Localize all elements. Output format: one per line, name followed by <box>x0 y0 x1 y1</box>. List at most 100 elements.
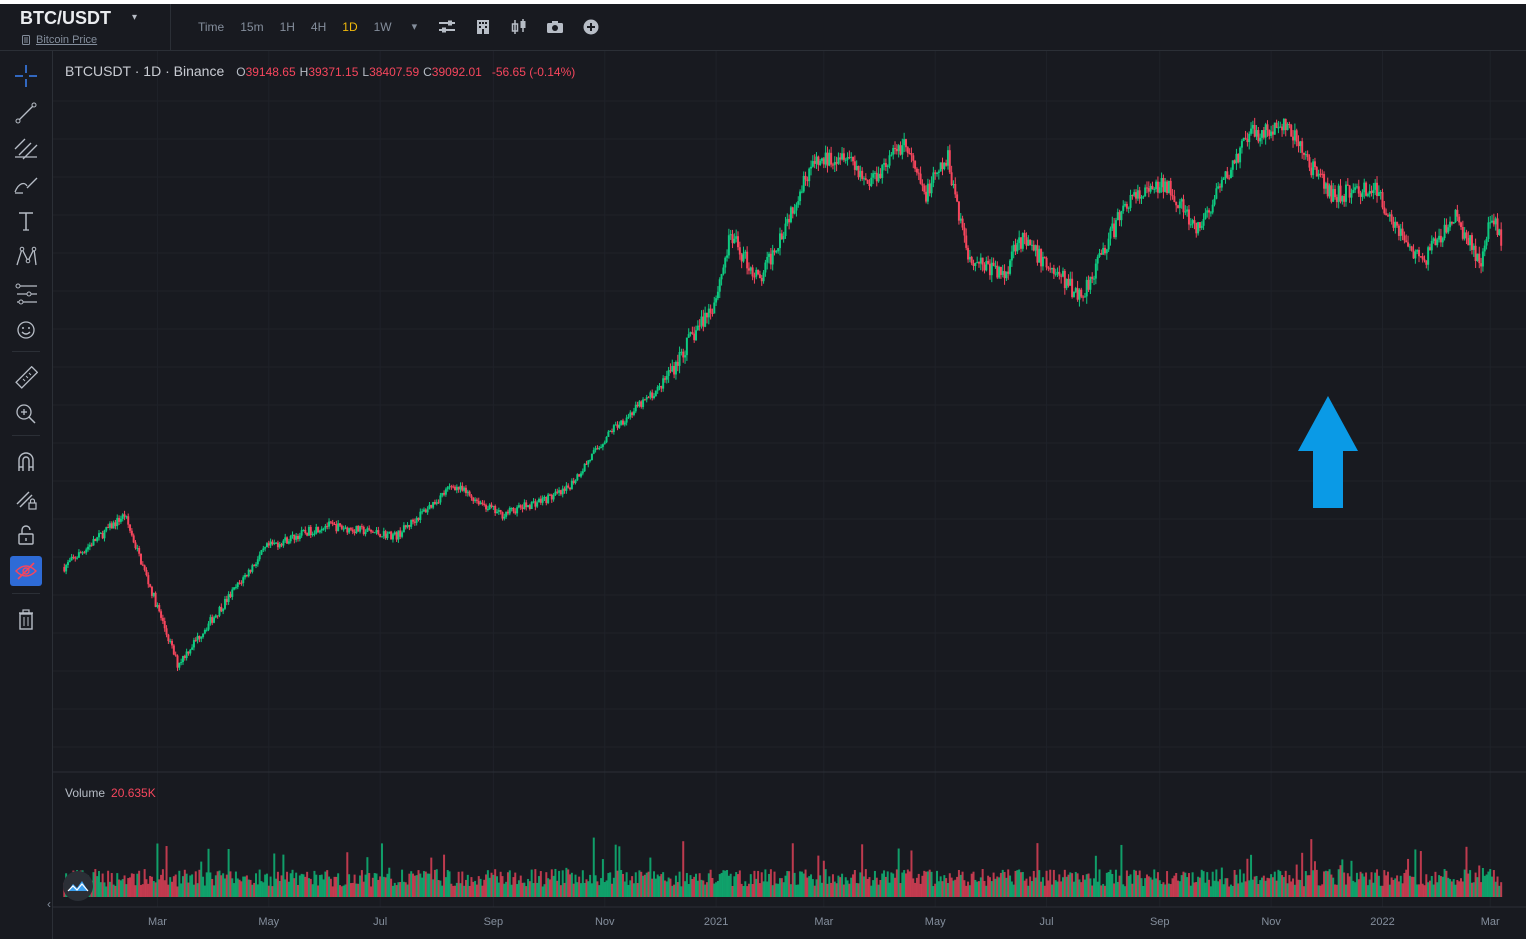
timeframe-4h[interactable]: 4H <box>310 20 327 34</box>
ruler-icon[interactable] <box>10 363 42 393</box>
candle-body <box>1018 237 1021 243</box>
volume-bar <box>548 879 551 897</box>
fib-icon[interactable] <box>10 134 42 164</box>
volume-bar <box>1436 882 1439 897</box>
volume-bar <box>1491 876 1494 897</box>
candle-body <box>68 560 71 563</box>
timeframe-time[interactable]: Time <box>198 20 225 34</box>
candle-body <box>996 265 999 278</box>
volume-legend: Volume 20.635K <box>65 786 156 800</box>
volume-bar <box>1217 881 1220 897</box>
volume-bar <box>866 878 869 897</box>
candle-body <box>214 615 217 618</box>
volume-bar <box>676 882 679 897</box>
volume-bar <box>1228 886 1231 897</box>
price-chart-canvas[interactable]: Mar May Jul Sep Nov 2021 Mar May Jul Sep Nov 2022 Ma… <box>53 51 1526 939</box>
candle-body <box>428 504 431 510</box>
volume-bar <box>596 881 599 897</box>
text-icon[interactable] <box>10 206 42 236</box>
timeframe-1w[interactable]: 1W <box>373 20 392 34</box>
symbol-name[interactable]: BTC/USDT <box>20 8 111 28</box>
chevron-down-icon[interactable]: ▾ <box>132 12 138 23</box>
volume-bar <box>731 885 734 897</box>
candle-body <box>870 177 873 186</box>
volume-bar <box>1127 876 1130 897</box>
candle-body <box>81 552 84 554</box>
volume-bar <box>200 861 203 897</box>
volume-bar <box>846 880 849 897</box>
volume-bar <box>138 870 141 897</box>
volume-bar <box>534 869 537 897</box>
brush-icon[interactable] <box>10 170 42 200</box>
candle-body <box>1239 147 1242 163</box>
volume-bar <box>594 875 597 897</box>
candle-body <box>820 158 823 161</box>
crosshair-icon[interactable] <box>10 61 42 91</box>
volume-bar <box>1162 882 1165 897</box>
emoji-icon[interactable] <box>10 315 42 345</box>
volume-bar <box>983 880 986 897</box>
volume-bar <box>1251 879 1254 897</box>
add-icon[interactable] <box>573 4 609 50</box>
trash-icon[interactable] <box>10 605 42 635</box>
candle-body <box>88 544 91 547</box>
candle-body <box>1266 124 1269 130</box>
volume-bar <box>746 886 749 897</box>
candle-body <box>1208 210 1211 213</box>
magnet-icon[interactable] <box>10 447 42 477</box>
candle-body <box>627 416 630 418</box>
scroll-left-chevron-icon[interactable]: ‹ <box>47 897 51 911</box>
candle-body <box>1156 181 1159 193</box>
candle-body <box>616 424 619 428</box>
volume-bar <box>965 885 968 897</box>
candle-body <box>735 236 738 239</box>
symbol-selector[interactable]: BTC/USDT ▾ Bitcoin Price <box>0 4 171 50</box>
candle-body <box>864 178 867 180</box>
candle-body <box>253 565 256 567</box>
candle-body <box>1352 189 1355 193</box>
forecast-icon[interactable] <box>10 279 42 309</box>
volume-bar <box>1326 871 1329 897</box>
volume-bar <box>680 886 683 897</box>
bitcoin-price-link[interactable]: Bitcoin Price <box>36 34 98 46</box>
candle-body <box>665 375 668 380</box>
timeframe-1h[interactable]: 1H <box>279 20 295 34</box>
pencil-lock-icon[interactable] <box>10 484 42 514</box>
exchange-logo-icon[interactable] <box>63 871 93 901</box>
chart-area[interactable]: Mar May Jul Sep Nov 2021 Mar May Jul Sep Nov 2022 Ma… <box>47 51 1526 939</box>
buildings-icon[interactable] <box>465 4 501 50</box>
candle-body <box>287 541 290 544</box>
hide-icon[interactable] <box>10 556 42 586</box>
volume-bar <box>1103 885 1106 897</box>
candle-body <box>623 422 626 425</box>
lock-icon[interactable] <box>10 520 42 550</box>
more-timeframes-chevron-icon[interactable]: ▾ <box>411 21 418 33</box>
timeframe-15m[interactable]: 15m <box>240 20 264 34</box>
candle-body <box>461 485 464 491</box>
volume-bar <box>1224 878 1227 897</box>
volume-bar <box>766 881 769 897</box>
candle-body <box>532 501 535 503</box>
volume-bar <box>181 876 184 897</box>
volume-bar <box>974 879 977 897</box>
candle-body <box>119 518 122 522</box>
up-arrow-annotation-icon[interactable] <box>1298 396 1358 508</box>
volume-bar <box>1208 879 1211 897</box>
trend-line-icon[interactable] <box>10 98 42 128</box>
volume-bar <box>1239 869 1242 897</box>
volume-bar <box>1328 869 1331 897</box>
candle-body <box>766 256 769 263</box>
chart-type-icon[interactable] <box>501 4 537 50</box>
timeframe-1d[interactable]: 1D <box>342 20 358 34</box>
volume-bar <box>497 882 500 897</box>
candle-body <box>1376 182 1379 197</box>
zoom-in-icon[interactable] <box>10 399 42 429</box>
pattern-icon[interactable] <box>10 242 42 272</box>
indicator-settings-icon[interactable] <box>429 4 465 50</box>
camera-icon[interactable] <box>537 4 573 50</box>
candle-body <box>198 635 201 639</box>
candle-body <box>1295 130 1298 142</box>
volume-bar <box>477 876 480 897</box>
candle-body <box>1021 232 1024 249</box>
candle-body <box>687 334 690 338</box>
